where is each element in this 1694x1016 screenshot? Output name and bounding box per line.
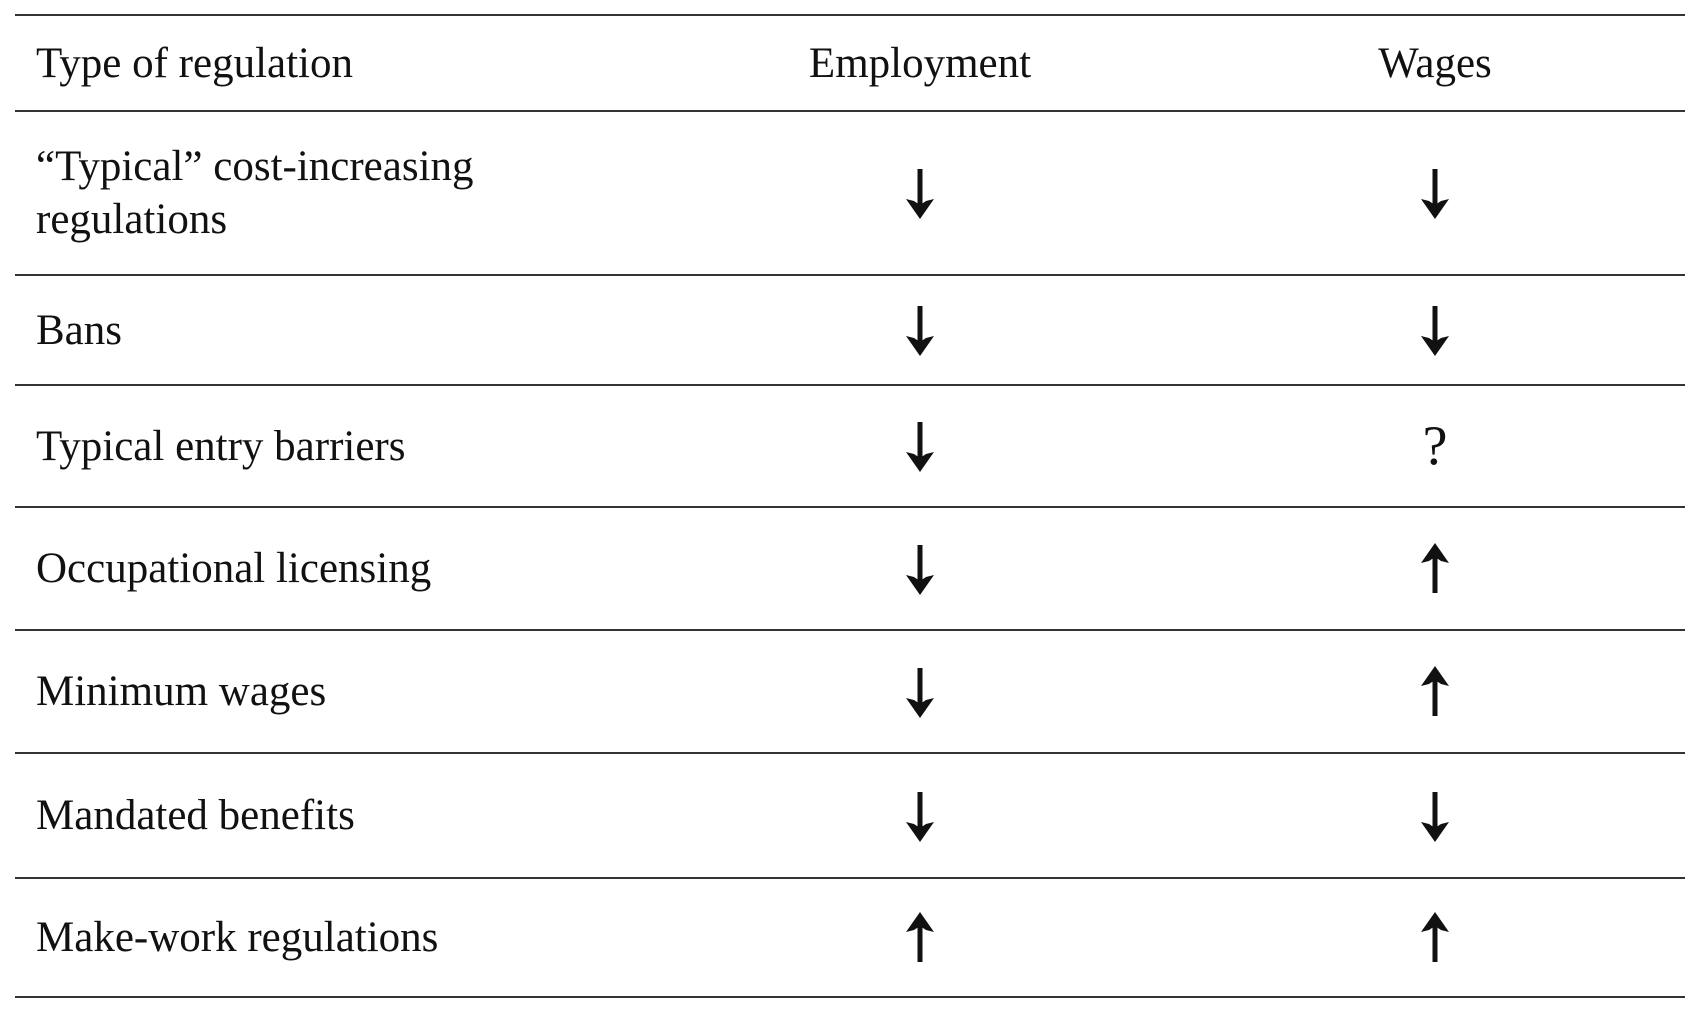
arrow-up-icon (1421, 542, 1449, 593)
employment-effect (760, 418, 1080, 474)
header-type: Type of regulation (36, 39, 353, 87)
employment-effect (760, 540, 1080, 596)
arrow-up-icon (1421, 665, 1449, 716)
table-row: Minimum wages (15, 629, 1685, 752)
employment-effect (760, 909, 1080, 965)
row-type-label: Make-work regulations (36, 914, 439, 961)
row-type-label: “Typical” cost-increasing regulations (36, 143, 474, 243)
arrow-down-icon (906, 791, 934, 842)
regulation-effects-table: Type of regulation Employment Wages “Typ… (15, 14, 1685, 998)
row-type-label: Typical entry barriers (36, 422, 406, 470)
employment-effect (760, 165, 1080, 221)
table-row: Typical entry barriers ? (15, 384, 1685, 506)
employment-effect (760, 302, 1080, 358)
row-type-label: Minimum wages (36, 668, 327, 715)
arrow-down-icon (906, 667, 934, 718)
employment-effect (760, 787, 1080, 843)
arrow-up-icon (906, 911, 934, 962)
wages-effect (1275, 909, 1595, 965)
arrow-down-icon (906, 422, 934, 473)
table-row: Bans (15, 274, 1685, 384)
table-row: Mandated benefits (15, 752, 1685, 877)
effect-unknown-mark: ? (1422, 414, 1448, 477)
wages-effect (1275, 302, 1595, 358)
wages-effect: ? (1275, 418, 1595, 475)
employment-effect (760, 663, 1080, 719)
header-wages: Wages (1378, 39, 1492, 87)
table-header-row: Type of regulation Employment Wages (15, 14, 1685, 110)
arrow-down-icon (906, 544, 934, 595)
arrow-down-icon (906, 169, 934, 220)
row-type-label: Bans (36, 306, 122, 354)
wages-effect (1275, 165, 1595, 221)
arrow-down-icon (906, 306, 934, 357)
table-row: Make-work regulations (15, 877, 1685, 998)
table-row: Occupational licensing (15, 506, 1685, 629)
row-type-label: Occupational licensing (36, 545, 432, 592)
table-row: “Typical” cost-increasing regulations (15, 110, 1685, 274)
row-type-label: Mandated benefits (36, 792, 355, 839)
arrow-down-icon (1421, 306, 1449, 357)
arrow-up-icon (1421, 911, 1449, 962)
wages-effect (1275, 787, 1595, 843)
wages-effect (1275, 540, 1595, 596)
arrow-down-icon (1421, 791, 1449, 842)
arrow-down-icon (1421, 169, 1449, 220)
wages-effect (1275, 663, 1595, 719)
header-employment: Employment (808, 39, 1032, 87)
